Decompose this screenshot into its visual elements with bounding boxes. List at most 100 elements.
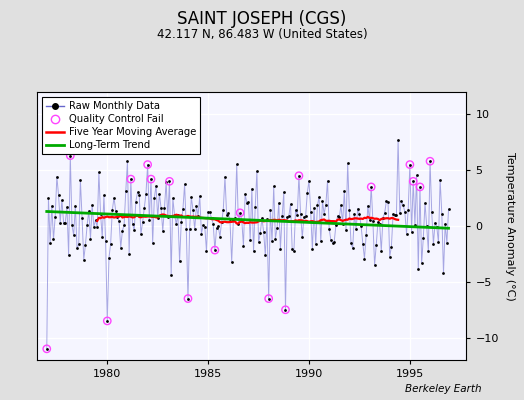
Point: [165, 178, 173, 184]
Point: [382, 198, 390, 205]
Point: [352, 226, 361, 232]
Point: [128, 220, 137, 227]
Point: [399, 202, 407, 208]
Point: [411, 222, 419, 228]
Point: [239, 242, 248, 249]
Point: [335, 214, 343, 221]
Point: [374, 219, 382, 225]
Point: [160, 205, 169, 212]
Point: [369, 218, 377, 224]
Point: [56, 219, 64, 226]
Point: [241, 191, 249, 198]
Point: [401, 209, 409, 215]
Text: SAINT JOSEPH (CGS): SAINT JOSEPH (CGS): [177, 10, 347, 28]
Point: [135, 191, 144, 198]
Point: [392, 211, 401, 218]
Point: [431, 220, 439, 226]
Point: [312, 241, 320, 248]
Point: [290, 248, 298, 254]
Point: [127, 176, 135, 182]
Point: [322, 202, 330, 208]
Point: [265, 295, 273, 302]
Point: [389, 211, 397, 218]
Point: [416, 184, 424, 190]
Point: [396, 210, 404, 217]
Point: [133, 189, 141, 196]
Point: [84, 208, 93, 214]
Point: [86, 236, 95, 242]
Point: [236, 210, 244, 216]
Point: [283, 214, 291, 220]
Y-axis label: Temperature Anomaly (°C): Temperature Anomaly (°C): [506, 152, 516, 300]
Point: [422, 223, 431, 229]
Point: [103, 318, 112, 324]
Point: [122, 188, 130, 194]
Point: [49, 236, 58, 242]
Point: [73, 245, 81, 252]
Point: [142, 191, 150, 197]
Point: [115, 218, 123, 224]
Point: [364, 202, 372, 209]
Point: [268, 238, 276, 245]
Point: [313, 202, 322, 208]
Point: [344, 160, 352, 166]
Point: [177, 219, 185, 225]
Point: [212, 225, 221, 231]
Point: [229, 217, 237, 223]
Point: [333, 213, 342, 219]
Point: [68, 222, 76, 228]
Point: [127, 176, 135, 182]
Point: [138, 219, 147, 226]
Point: [184, 295, 192, 302]
Point: [231, 215, 239, 221]
Point: [132, 198, 140, 205]
Point: [367, 184, 375, 190]
Point: [243, 200, 251, 206]
Point: [191, 226, 199, 233]
Point: [443, 240, 451, 246]
Point: [155, 190, 163, 197]
Point: [439, 270, 447, 276]
Point: [326, 237, 335, 243]
Point: [211, 247, 219, 253]
Point: [303, 189, 312, 196]
Point: [441, 221, 450, 227]
Point: [342, 227, 350, 233]
Point: [244, 199, 253, 206]
Point: [320, 211, 329, 217]
Point: [100, 192, 108, 199]
Point: [308, 246, 316, 252]
Point: [337, 202, 345, 208]
Point: [263, 216, 271, 222]
Point: [91, 217, 100, 223]
Point: [205, 209, 214, 216]
Point: [265, 295, 273, 302]
Point: [286, 201, 294, 207]
Point: [416, 184, 424, 190]
Point: [52, 174, 61, 180]
Point: [103, 318, 112, 324]
Point: [394, 137, 402, 143]
Point: [379, 214, 387, 221]
Point: [221, 174, 229, 180]
Point: [199, 222, 208, 228]
Point: [147, 176, 155, 182]
Point: [70, 232, 78, 238]
Point: [189, 207, 197, 214]
Point: [159, 228, 167, 234]
Point: [278, 213, 286, 220]
Point: [234, 220, 243, 227]
Point: [323, 178, 332, 184]
Point: [358, 240, 367, 247]
Point: [367, 184, 375, 190]
Point: [46, 240, 54, 246]
Point: [170, 212, 179, 218]
Legend: Raw Monthly Data, Quality Control Fail, Five Year Moving Average, Long-Term Tren: Raw Monthly Data, Quality Control Fail, …: [42, 97, 200, 154]
Point: [237, 217, 246, 224]
Point: [361, 255, 369, 262]
Point: [102, 238, 110, 244]
Point: [42, 346, 51, 352]
Point: [409, 178, 418, 184]
Point: [63, 204, 71, 210]
Point: [44, 195, 52, 201]
